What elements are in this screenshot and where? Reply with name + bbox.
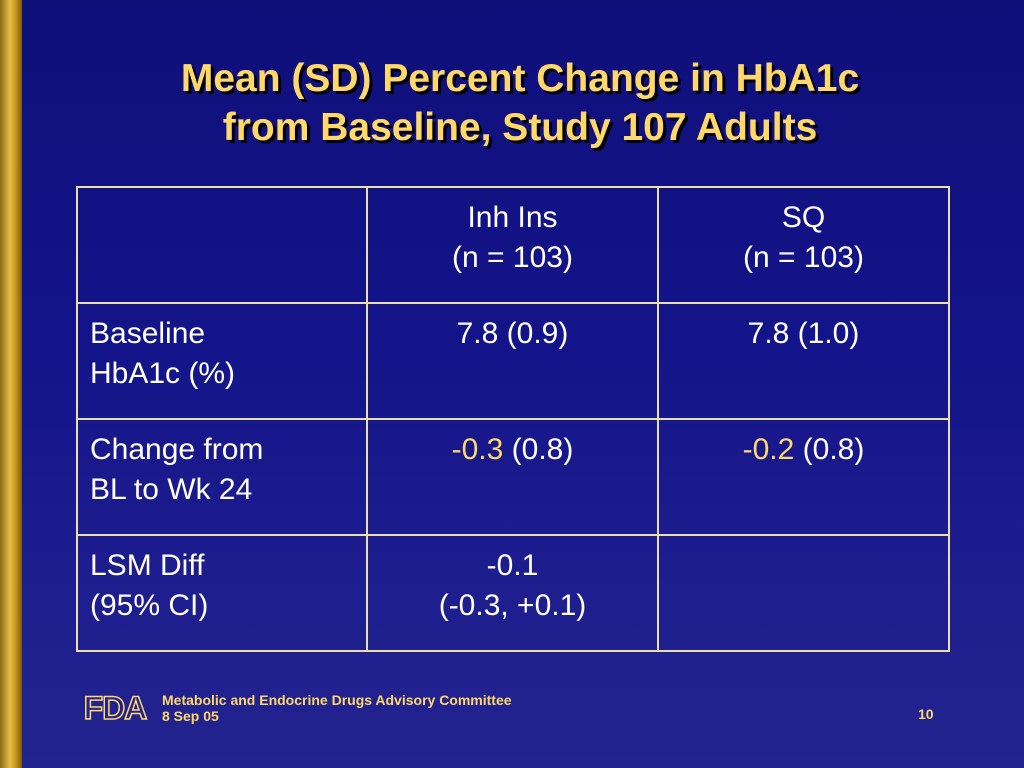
row-label-baseline-line2: HbA1c (%) [90,357,236,390]
header-sq-n: (n = 103) [743,241,864,274]
footer-committee-block: Metabolic and Endocrine Drugs Advisory C… [162,692,512,724]
row-label-baseline-line1: Baseline [90,317,206,350]
cell-change-inh-value: -0.3 [451,433,504,466]
table-row-change: Change from BL to Wk 24 -0.3 (0.8) -0.2 … [76,418,950,536]
header-inh-ins-n: (n = 103) [452,241,573,274]
table-row-lsm-diff: LSM Diff (95% CI) -0.1 (-0.3, +0.1) [76,534,950,652]
cell-change-inh: -0.3 (0.8) [366,418,659,536]
cell-change-sq-value: -0.2 [742,433,795,466]
slide-title: Mean (SD) Percent Change in HbA1c from B… [60,54,980,152]
page-number: 10 [918,706,934,722]
header-inh-ins: Inh Ins (n = 103) [366,186,659,304]
table-header-row: Inh Ins (n = 103) SQ (n = 103) [76,186,950,304]
gold-side-bar [0,0,22,768]
row-label-baseline: Baseline HbA1c (%) [76,302,368,420]
slide-title-line2: from Baseline, Study 107 Adults [222,106,818,149]
row-label-lsm-diff-line1: LSM Diff [90,549,205,582]
cell-change-inh-sd: (0.8) [511,433,574,466]
row-label-lsm-diff-line2: (95% CI) [90,589,209,622]
header-sq: SQ (n = 103) [657,186,950,304]
header-sq-name: SQ [781,201,826,234]
table-row-baseline: Baseline HbA1c (%) 7.8 (0.9) 7.8 (1.0) [76,302,950,420]
cell-lsm-diff-sq [657,534,950,652]
cell-change-sq-sd: (0.8) [802,433,865,466]
cell-lsm-diff-inh: -0.1 (-0.3, +0.1) [366,534,659,652]
row-label-change-line1: Change from [90,433,264,466]
slide-title-line1: Mean (SD) Percent Change in HbA1c [180,57,860,100]
cell-lsm-diff-inh-value: -0.1 [486,549,539,582]
cell-baseline-inh: 7.8 (0.9) [366,302,659,420]
cell-lsm-diff-inh-ci: (-0.3, +0.1) [438,589,587,622]
fda-logo-icon: FDA [83,690,149,724]
row-label-change: Change from BL to Wk 24 [76,418,368,536]
cell-baseline-sq: 7.8 (1.0) [657,302,950,420]
fda-logo-text: FDA [84,690,148,724]
row-label-lsm-diff: LSM Diff (95% CI) [76,534,368,652]
results-table: Inh Ins (n = 103) SQ (n = 103) Baseline … [76,186,950,652]
header-empty-cell [76,186,368,304]
row-label-change-line2: BL to Wk 24 [90,473,253,506]
footer-date: 8 Sep 05 [162,708,219,724]
header-inh-ins-name: Inh Ins [467,201,558,234]
footer-committee: Metabolic and Endocrine Drugs Advisory C… [162,692,512,708]
cell-change-sq: -0.2 (0.8) [657,418,950,536]
